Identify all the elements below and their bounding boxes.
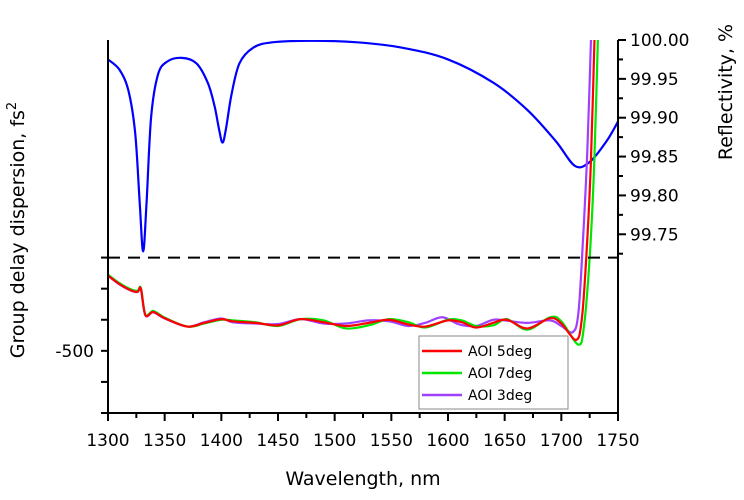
x-tick-label: 1350 — [143, 431, 186, 451]
left-axis-label: Group delay dispersion, fs2 — [5, 102, 29, 358]
y-right-tick-label: 99.75 — [630, 225, 679, 245]
y-right-tick-label: 99.80 — [630, 186, 679, 206]
series-line-aoi-7deg — [108, 40, 599, 346]
x-tick-label: 1750 — [596, 431, 639, 451]
x-tick-label: 1500 — [313, 431, 356, 451]
legend: AOI 5deg AOI 7deg AOI 3deg — [418, 335, 569, 410]
x-tick-label: 1550 — [370, 431, 413, 451]
x-tick-label: 1650 — [483, 431, 526, 451]
x-tick-label: 1450 — [256, 431, 299, 451]
x-tick-label: 1700 — [540, 431, 583, 451]
y-right-tick-label: 100.00 — [630, 31, 689, 51]
y-right-tick-label: 99.85 — [630, 148, 679, 168]
x-tick-label: 1600 — [426, 431, 469, 451]
right-axis-label: Reflectivity, % — [715, 24, 737, 160]
x-tick-label: 1300 — [86, 431, 129, 451]
x-tick-label: 1400 — [200, 431, 243, 451]
legend-label: AOI 3deg — [468, 388, 532, 404]
legend-label: AOI 5deg — [468, 344, 532, 360]
reflectivity-line — [108, 40, 618, 253]
y-right-tick-label: 99.95 — [630, 70, 679, 90]
series-line-aoi-5deg — [108, 40, 596, 342]
y-left-tick-label: -500 — [55, 342, 94, 362]
legend-label: AOI 7deg — [468, 366, 532, 382]
x-axis-label: Wavelength, nm — [285, 468, 440, 490]
y-right-tick-label: 99.90 — [630, 109, 679, 129]
